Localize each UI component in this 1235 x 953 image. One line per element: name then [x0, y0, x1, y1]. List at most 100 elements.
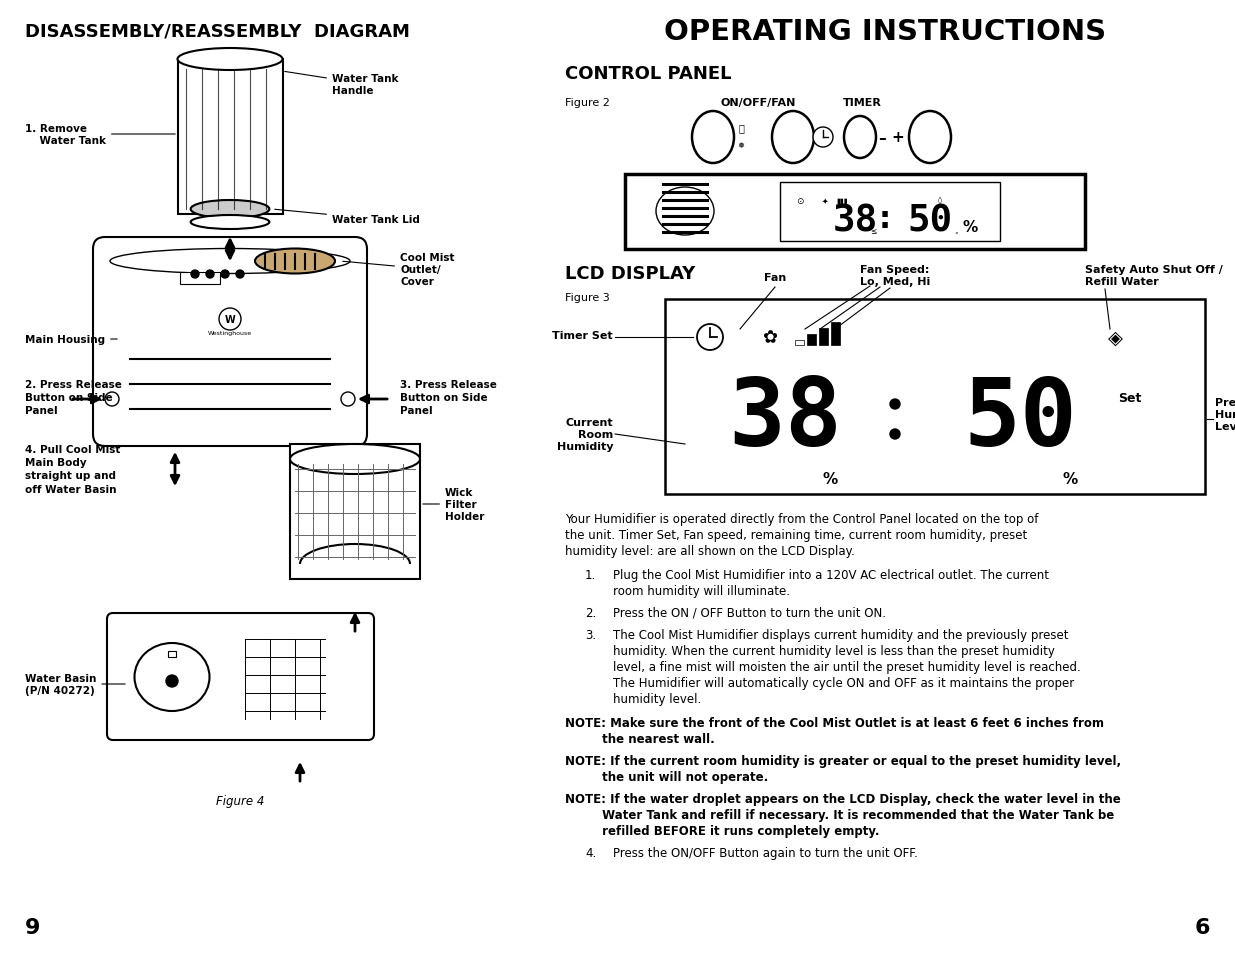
Text: level, a fine mist will moisten the air until the preset humidity level is reach: level, a fine mist will moisten the air …: [613, 660, 1081, 673]
Text: NOTE: Make sure the front of the Cool Mist Outlet is at least 6 feet 6 inches fr: NOTE: Make sure the front of the Cool Mi…: [564, 717, 1104, 729]
Ellipse shape: [254, 250, 335, 274]
Text: Current
Room
Humidity: Current Room Humidity: [557, 418, 613, 451]
FancyBboxPatch shape: [93, 237, 367, 447]
Text: CONTROL PANEL: CONTROL PANEL: [564, 65, 731, 83]
Text: OPERATING INSTRUCTIONS: OPERATING INSTRUCTIONS: [664, 18, 1107, 46]
Text: ◊: ◊: [937, 196, 942, 205]
Text: Westinghouse: Westinghouse: [207, 330, 252, 335]
Text: 1.: 1.: [585, 568, 597, 581]
Text: room humidity will illuminate.: room humidity will illuminate.: [613, 584, 790, 598]
Text: DISASSEMBLY/REASSEMBLY  DIAGRAM: DISASSEMBLY/REASSEMBLY DIAGRAM: [25, 22, 410, 40]
Bar: [795, 340, 804, 346]
Ellipse shape: [190, 215, 269, 230]
Text: 4. Pull Cool Mist
Main Body
straight up and
off Water Basin: 4. Pull Cool Mist Main Body straight up …: [25, 444, 120, 494]
Ellipse shape: [772, 112, 814, 164]
Bar: [806, 335, 816, 346]
Text: Water Tank Lid: Water Tank Lid: [274, 210, 420, 225]
Text: Plug the Cool Mist Humidifier into a 120V AC electrical outlet. The current: Plug the Cool Mist Humidifier into a 120…: [613, 568, 1049, 581]
Ellipse shape: [909, 112, 951, 164]
Circle shape: [105, 393, 119, 407]
Text: Timer Set: Timer Set: [552, 331, 613, 340]
Text: 2.: 2.: [585, 606, 597, 619]
Text: 50: 50: [963, 374, 1077, 465]
Ellipse shape: [135, 643, 210, 711]
Text: :: :: [879, 205, 892, 234]
Text: ⏻: ⏻: [739, 123, 743, 132]
Text: Press the ON/OFF Button again to turn the unit OFF.: Press the ON/OFF Button again to turn th…: [613, 846, 918, 859]
Text: TIMER: TIMER: [844, 98, 882, 108]
Text: 3.: 3.: [585, 628, 597, 641]
Text: 38: 38: [832, 204, 878, 240]
Text: Figure 4: Figure 4: [216, 794, 264, 807]
Text: ❅: ❅: [737, 141, 745, 151]
Text: –: –: [878, 131, 885, 146]
Ellipse shape: [290, 444, 420, 475]
Text: 3. Press Release
Button on Side
Panel: 3. Press Release Button on Side Panel: [400, 379, 496, 416]
Text: Preset
Humidity
Level: Preset Humidity Level: [1215, 398, 1235, 431]
Text: 4.: 4.: [585, 846, 597, 859]
Text: ✦: ✦: [821, 196, 829, 205]
Text: Set: Set: [1119, 391, 1141, 404]
Text: Water Basin
(P/N 40272): Water Basin (P/N 40272): [25, 674, 125, 695]
Circle shape: [191, 271, 199, 278]
Bar: [781, 183, 1000, 242]
Bar: [664, 299, 1205, 495]
Bar: [625, 174, 1086, 250]
Text: ON/OFF/FAN: ON/OFF/FAN: [720, 98, 795, 108]
Ellipse shape: [692, 112, 734, 164]
Circle shape: [165, 676, 178, 687]
Text: 6: 6: [1194, 917, 1210, 937]
FancyBboxPatch shape: [107, 614, 374, 740]
Circle shape: [221, 271, 228, 278]
Text: the unit will not operate.: the unit will not operate.: [564, 770, 768, 783]
Text: 50: 50: [908, 204, 952, 240]
Text: 38: 38: [729, 374, 842, 465]
Text: The Cool Mist Humidifier displays current humidity and the previously preset: The Cool Mist Humidifier displays curren…: [613, 628, 1068, 641]
Bar: [180, 273, 220, 285]
Text: 1. Remove
    Water Tank: 1. Remove Water Tank: [25, 124, 175, 146]
Circle shape: [206, 271, 214, 278]
Text: the unit. Timer Set, Fan speed, remaining time, current room humidity, preset: the unit. Timer Set, Fan speed, remainin…: [564, 529, 1028, 541]
Ellipse shape: [178, 49, 283, 71]
Ellipse shape: [844, 117, 876, 159]
Circle shape: [341, 393, 354, 407]
Circle shape: [219, 309, 241, 331]
Text: ⊙: ⊙: [797, 196, 804, 205]
Bar: [290, 444, 420, 579]
Text: W: W: [225, 314, 236, 325]
Text: NOTE: If the current room humidity is greater or equal to the preset humidity le: NOTE: If the current room humidity is gr…: [564, 754, 1121, 767]
Bar: [168, 651, 177, 658]
Bar: [819, 329, 827, 346]
Ellipse shape: [656, 188, 714, 235]
Text: Your Humidifier is operated directly from the Control Panel located on the top o: Your Humidifier is operated directly fro…: [564, 513, 1039, 525]
Text: humidity. When the current humidity level is less than the preset humidity: humidity. When the current humidity leve…: [613, 644, 1055, 658]
Bar: [831, 323, 840, 346]
Text: Main Housing: Main Housing: [25, 335, 117, 345]
Text: the nearest wall.: the nearest wall.: [564, 732, 715, 745]
Text: Press the ON / OFF Button to turn the unit ON.: Press the ON / OFF Button to turn the un…: [613, 606, 885, 619]
Ellipse shape: [190, 201, 269, 219]
Ellipse shape: [110, 250, 350, 274]
Text: humidity level: are all shown on the LCD Display.: humidity level: are all shown on the LCD…: [564, 544, 855, 558]
Circle shape: [236, 271, 245, 278]
Text: %: %: [962, 220, 977, 235]
Text: ≤: ≤: [869, 227, 876, 236]
Circle shape: [813, 128, 832, 148]
Text: ▮▮▮: ▮▮▮: [836, 198, 847, 204]
Text: LCD DISPLAY: LCD DISPLAY: [564, 265, 695, 283]
Text: refilled BEFORE it runs completely empty.: refilled BEFORE it runs completely empty…: [564, 824, 879, 837]
Text: %: %: [823, 472, 837, 487]
Circle shape: [890, 399, 900, 410]
Text: Water Tank
Handle: Water Tank Handle: [285, 72, 399, 95]
Text: Figure 2: Figure 2: [564, 98, 610, 108]
Text: NOTE: If the water droplet appears on the LCD Display, check the water level in : NOTE: If the water droplet appears on th…: [564, 792, 1120, 805]
Circle shape: [697, 325, 722, 351]
Text: Fan Speed:
Lo, Med, Hi: Fan Speed: Lo, Med, Hi: [860, 265, 930, 286]
Text: 2. Press Release
Button on Side
Panel: 2. Press Release Button on Side Panel: [25, 379, 122, 416]
Circle shape: [890, 430, 900, 439]
Text: 9: 9: [25, 917, 41, 937]
Text: Cool Mist
Outlet/
Cover: Cool Mist Outlet/ Cover: [343, 253, 454, 286]
Text: Water Tank and refill if necessary. It is recommended that the Water Tank be: Water Tank and refill if necessary. It i…: [564, 808, 1114, 821]
Text: ◈: ◈: [1108, 328, 1123, 347]
Text: The Humidifier will automatically cycle ON and OFF as it maintains the proper: The Humidifier will automatically cycle …: [613, 677, 1074, 689]
